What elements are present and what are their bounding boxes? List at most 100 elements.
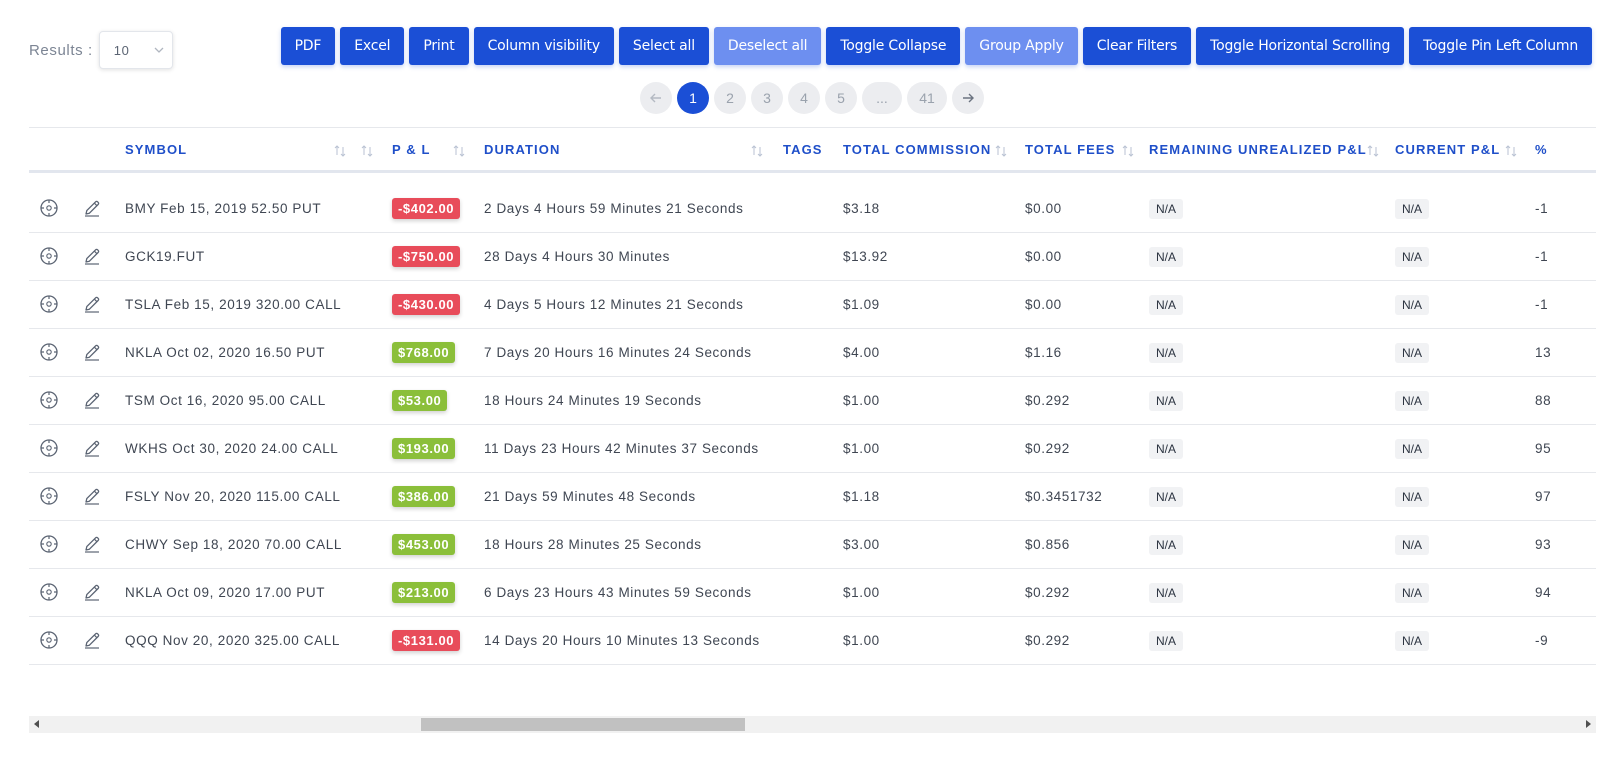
remaining-unrealized-pnl-cell: N/A [1149,247,1184,267]
current-pnl-cell: N/A [1395,487,1430,507]
sort-icon[interactable] [1505,144,1517,158]
page-button-1[interactable]: 1 [677,82,709,114]
remaining-unrealized-pnl-cell: N/A [1149,391,1184,411]
symbol-cell: WKHS Oct 30, 2020 24.00 CALL [125,441,339,456]
page-button-41[interactable]: 41 [907,82,947,114]
column-header-remaining-unrealized-pnl[interactable]: REMAINING UNREALIZED P&L [1149,142,1367,157]
percent-cell: 88 [1535,393,1552,408]
pnl-badge: $386.00 [392,486,456,507]
crosshair-icon[interactable] [39,198,59,218]
duration-cell: 4 Days 5 Hours 12 Minutes 21 Seconds [484,297,744,312]
column-header-symbol[interactable]: SYMBOL [125,142,188,157]
column-visibility-button[interactable]: Column visibility [473,27,614,65]
print-button[interactable]: Print [409,27,469,65]
results-per-page: Results : 10 [29,31,173,69]
scrollbar-thumb[interactable] [421,718,745,731]
group-apply-button[interactable]: Group Apply [965,27,1078,65]
remaining-unrealized-pnl-cell: N/A [1149,487,1184,507]
pnl-badge: -$402.00 [392,198,461,219]
prev-page-button[interactable] [640,82,672,114]
scroll-right-arrow-icon[interactable] [1586,720,1591,728]
table-row: CHWY Sep 18, 2020 70.00 CALL $453.00 18 Ho… [29,521,1596,569]
sort-icon[interactable] [1367,144,1379,158]
column-header-current-pnl[interactable]: CURRENT P&L [1395,142,1501,157]
edit-pencil-icon[interactable] [82,390,102,410]
sort-icon[interactable] [1122,144,1134,158]
column-header-percent[interactable]: % [1535,142,1548,157]
crosshair-icon[interactable] [39,438,59,458]
sort-icon[interactable] [995,144,1007,158]
page-button-4[interactable]: 4 [788,82,820,114]
edit-pencil-icon[interactable] [82,630,102,650]
duration-cell: 28 Days 4 Hours 30 Minutes [484,249,670,264]
commission-cell: $13.92 [843,249,888,264]
current-pnl-cell: N/A [1395,535,1430,555]
column-header-total-commission[interactable]: TOTAL COMMISSION [843,142,992,157]
pnl-badge: $453.00 [392,534,456,555]
current-pnl-cell: N/A [1395,343,1430,363]
column-header-pnl[interactable]: P & L [392,142,431,157]
edit-pencil-icon[interactable] [82,486,102,506]
crosshair-icon[interactable] [39,534,59,554]
crosshair-icon[interactable] [39,246,59,266]
symbol-cell: GCK19.FUT [125,249,205,264]
edit-pencil-icon[interactable] [82,534,102,554]
edit-pencil-icon[interactable] [82,342,102,362]
commission-cell: $4.00 [843,345,880,360]
sort-icon[interactable] [334,144,346,158]
table-row: WKHS Oct 30, 2020 24.00 CALL $193.00 11 Da… [29,425,1596,473]
edit-pencil-icon[interactable] [82,438,102,458]
edit-pencil-icon[interactable] [82,198,102,218]
toggle-horizontal-scrolling-button[interactable]: Toggle Horizontal Scrolling [1196,27,1405,65]
table-row: QQQ Nov 20, 2020 325.00 CALL -$131.00 14 D… [29,617,1596,665]
column-header-duration[interactable]: DURATION [484,142,561,157]
sort-icon[interactable] [751,144,763,158]
commission-cell: $1.00 [843,633,880,648]
toggle-pin-left-column-button[interactable]: Toggle Pin Left Column [1409,27,1592,65]
edit-pencil-icon[interactable] [82,582,102,602]
symbol-cell: QQQ Nov 20, 2020 325.00 CALL [125,633,340,648]
remaining-unrealized-pnl-cell: N/A [1149,199,1184,219]
fees-cell: $0.292 [1025,633,1070,648]
pagination: 1 2 3 4 5... 41 [640,82,984,114]
scroll-left-arrow-icon[interactable] [34,720,39,728]
page-button-3[interactable]: 3 [751,82,783,114]
table-row: TSLA Feb 15, 2019 320.00 CALL -$430.00 4 D… [29,281,1596,329]
edit-pencil-icon[interactable] [82,294,102,314]
crosshair-icon[interactable] [39,294,59,314]
fees-cell: $0.00 [1025,249,1062,264]
table-header: SYMBOL P & L DURATION TAGS TOTAL COMMISS… [29,127,1596,173]
pnl-badge: -$430.00 [392,294,461,315]
select-all-button[interactable]: Select all [618,27,709,65]
crosshair-icon[interactable] [39,630,59,650]
column-header-tags[interactable]: TAGS [783,142,823,157]
sort-icon[interactable] [453,144,465,158]
sort-icon[interactable] [361,144,373,158]
pdf-button[interactable]: PDF [280,27,336,65]
clear-filters-button[interactable]: Clear Filters [1082,27,1192,65]
fees-cell: $0.00 [1025,297,1062,312]
pnl-badge: $53.00 [392,390,448,411]
fees-cell: $0.3451732 [1025,489,1103,504]
page-button-5[interactable]: 5 [825,82,857,114]
percent-cell: -1 [1535,249,1549,264]
fees-cell: $1.16 [1025,345,1062,360]
toggle-collapse-button[interactable]: Toggle Collapse [826,27,961,65]
duration-cell: 14 Days 20 Hours 10 Minutes 13 Seconds [484,633,760,648]
crosshair-icon[interactable] [39,390,59,410]
table-row: TSM Oct 16, 2020 95.00 CALL $53.00 18 Hour… [29,377,1596,425]
page-button-2[interactable]: 2 [714,82,746,114]
edit-pencil-icon[interactable] [82,246,102,266]
deselect-all-button[interactable]: Deselect all [713,27,822,65]
current-pnl-cell: N/A [1395,295,1430,315]
horizontal-scrollbar[interactable] [29,716,1596,733]
next-page-button[interactable] [952,82,984,114]
crosshair-icon[interactable] [39,486,59,506]
column-header-total-fees[interactable]: TOTAL FEES [1025,142,1116,157]
excel-button[interactable]: Excel [340,27,405,65]
crosshair-icon[interactable] [39,342,59,362]
symbol-cell: TSM Oct 16, 2020 95.00 CALL [125,393,326,408]
arrow-right-icon [963,93,974,103]
crosshair-icon[interactable] [39,582,59,602]
results-select[interactable]: 10 [98,31,173,69]
